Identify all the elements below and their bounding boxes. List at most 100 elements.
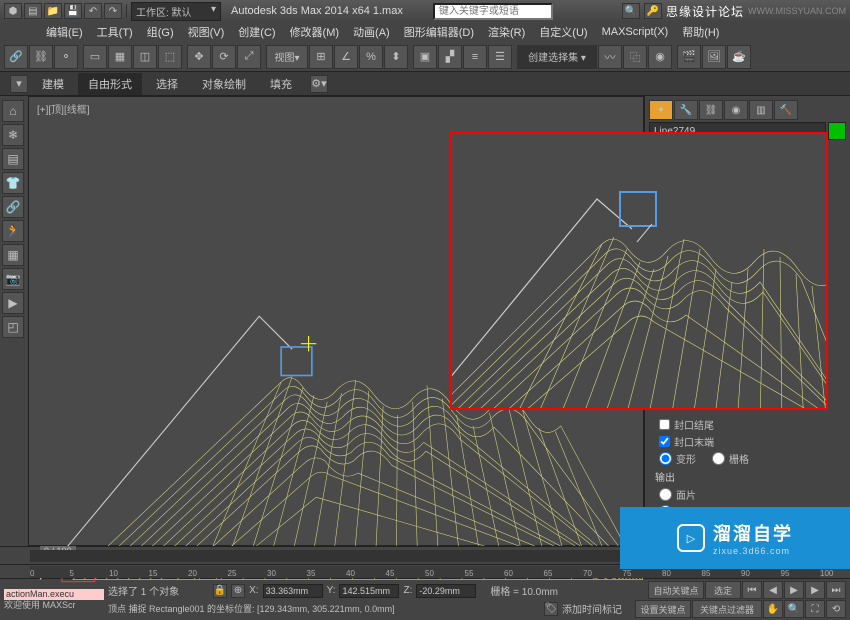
select-name-icon[interactable]: ▦: [108, 45, 132, 69]
selection-set-dropdown[interactable]: 创建选择集 ▾: [517, 45, 597, 69]
lt-sel-icon[interactable]: ◰: [2, 316, 24, 338]
menu-create[interactable]: 创建(C): [232, 22, 281, 42]
ribbon-tab-modeling[interactable]: 建模: [32, 73, 74, 95]
ribbon-tab-populate[interactable]: 填充: [260, 73, 302, 95]
orbit-icon[interactable]: ⟲: [826, 600, 846, 618]
prev-frame-icon[interactable]: ◀: [763, 581, 783, 599]
new-icon[interactable]: ▤: [24, 3, 42, 19]
time-tick: 80: [662, 569, 671, 578]
curve-editor-icon[interactable]: 〰: [598, 45, 622, 69]
utilities-tab-icon[interactable]: 🔨: [774, 100, 798, 120]
add-time-tag-label[interactable]: 添加时间标记: [562, 601, 622, 616]
menu-customize[interactable]: 自定义(U): [533, 22, 593, 42]
goto-start-icon[interactable]: ⏮: [742, 581, 762, 599]
window-crossing-icon[interactable]: ⬚: [158, 45, 182, 69]
app-icon[interactable]: ⬢: [4, 3, 22, 19]
view-dropdown[interactable]: 视图▾: [266, 45, 308, 69]
save-icon[interactable]: 💾: [64, 3, 82, 19]
render-icon[interactable]: ☕: [727, 45, 751, 69]
menu-graph[interactable]: 图形编辑器(D): [398, 22, 480, 42]
link-icon[interactable]: 🔗: [4, 45, 28, 69]
menu-tools[interactable]: 工具(T): [91, 22, 139, 42]
cap-start-checkbox[interactable]: [659, 419, 670, 430]
left-toolbar: ⌂ ❄ ▤ 👕 🔗 🏃 ▦ 📷 ▶ ◰: [0, 96, 28, 546]
select-icon[interactable]: ▭: [83, 45, 107, 69]
undo-icon[interactable]: ↶: [84, 3, 102, 19]
ribbon-tab-freeform[interactable]: 自由形式: [78, 73, 142, 95]
lt-layer-icon[interactable]: ▤: [2, 148, 24, 170]
forum-label: 思缘设计论坛: [666, 3, 744, 20]
zoom-icon[interactable]: 🔍: [784, 600, 804, 618]
cap-end-checkbox[interactable]: [659, 436, 670, 447]
menu-help[interactable]: 帮助(H): [676, 22, 725, 42]
autokey-button[interactable]: 自动关键点: [648, 581, 704, 599]
hierarchy-tab-icon[interactable]: ⛓: [699, 100, 723, 120]
keyfilter-button[interactable]: 关键点过滤器: [692, 600, 762, 618]
rotate-icon[interactable]: ⟳: [212, 45, 236, 69]
lt-link-icon[interactable]: 🔗: [2, 196, 24, 218]
patch-radio[interactable]: [659, 488, 672, 501]
select-region-icon[interactable]: ◫: [133, 45, 157, 69]
mirror-icon[interactable]: ▞: [438, 45, 462, 69]
redo-icon[interactable]: ↷: [104, 3, 122, 19]
snap-icon[interactable]: ⊞: [309, 45, 333, 69]
scale-icon[interactable]: ⤢: [237, 45, 261, 69]
create-tab-icon[interactable]: ✦: [649, 100, 673, 120]
align-icon[interactable]: ≡: [463, 45, 487, 69]
render-setup-icon[interactable]: 🎬: [677, 45, 701, 69]
ribbon-tab-paint[interactable]: 对象绘制: [192, 73, 256, 95]
menu-views[interactable]: 视图(V): [182, 22, 231, 42]
menu-modifiers[interactable]: 修改器(M): [284, 22, 346, 42]
lt-display-icon[interactable]: ▦: [2, 244, 24, 266]
unlink-icon[interactable]: ⛓: [29, 45, 53, 69]
percent-snap-icon[interactable]: %: [359, 45, 383, 69]
viewport-label[interactable]: [+][顶][线框]: [37, 101, 90, 116]
signin-icon[interactable]: 🔑: [644, 3, 662, 19]
selset-button[interactable]: 选定: [705, 581, 741, 599]
lt-freeze-icon[interactable]: ❄: [2, 124, 24, 146]
ribbon-menu-icon[interactable]: ▾: [10, 75, 28, 93]
modify-tab-icon[interactable]: 🔧: [674, 100, 698, 120]
setkey-button[interactable]: 设置关键点: [635, 600, 691, 618]
menu-maxscript[interactable]: MAXScript(X): [596, 24, 675, 40]
play-icon[interactable]: ▶: [784, 581, 804, 599]
search-icon[interactable]: 🔍: [622, 3, 640, 19]
material-icon[interactable]: ◉: [648, 45, 672, 69]
open-icon[interactable]: 📁: [44, 3, 62, 19]
lt-tshirt-icon[interactable]: 👕: [2, 172, 24, 194]
spinner-snap-icon[interactable]: ⬍: [384, 45, 408, 69]
morph-radio[interactable]: [659, 452, 672, 465]
object-color-swatch[interactable]: [828, 122, 846, 140]
time-tick: 65: [544, 569, 553, 578]
menu-edit[interactable]: 编辑(E): [40, 22, 89, 42]
angle-snap-icon[interactable]: ∠: [334, 45, 358, 69]
title-bar: ⬢ ▤ 📁 💾 ↶ ↷ 工作区: 默认▾ Autodesk 3ds Max 20…: [0, 0, 850, 22]
ribbon-opts-icon[interactable]: ⚙▾: [310, 75, 328, 93]
menu-render[interactable]: 渲染(R): [482, 22, 531, 42]
bind-icon[interactable]: ⚬: [54, 45, 78, 69]
lt-home-icon[interactable]: ⌂: [2, 100, 24, 122]
lt-play-icon[interactable]: ▶: [2, 292, 24, 314]
motion-tab-icon[interactable]: ◉: [724, 100, 748, 120]
lt-motion-icon[interactable]: 🏃: [2, 220, 24, 242]
schematic-icon[interactable]: ⿻: [623, 45, 647, 69]
zoom-ext-icon[interactable]: ⛶: [805, 600, 825, 618]
goto-end-icon[interactable]: ⏭: [826, 581, 846, 599]
grid-radio[interactable]: [712, 452, 725, 465]
time-tag-icon[interactable]: 🏷: [544, 602, 558, 616]
menu-group[interactable]: 组(G): [141, 22, 180, 42]
lt-camera-icon[interactable]: 📷: [2, 268, 24, 290]
display-tab-icon[interactable]: ▥: [749, 100, 773, 120]
layers-icon[interactable]: ☰: [488, 45, 512, 69]
move-icon[interactable]: ✥: [187, 45, 211, 69]
help-search-input[interactable]: [433, 3, 553, 20]
maxscript-listener[interactable]: actionMan.execu 欢迎使用 MAXScr: [4, 589, 104, 611]
named-sel-icon[interactable]: ▣: [413, 45, 437, 69]
next-frame-icon[interactable]: ▶: [805, 581, 825, 599]
time-tick: 10: [109, 569, 118, 578]
render-frame-icon[interactable]: 🖼: [702, 45, 726, 69]
workspace-dropdown[interactable]: 工作区: 默认▾: [131, 2, 221, 21]
ribbon-tab-selection[interactable]: 选择: [146, 73, 188, 95]
pan-icon[interactable]: ✋: [763, 600, 783, 618]
menu-animation[interactable]: 动画(A): [347, 22, 396, 42]
